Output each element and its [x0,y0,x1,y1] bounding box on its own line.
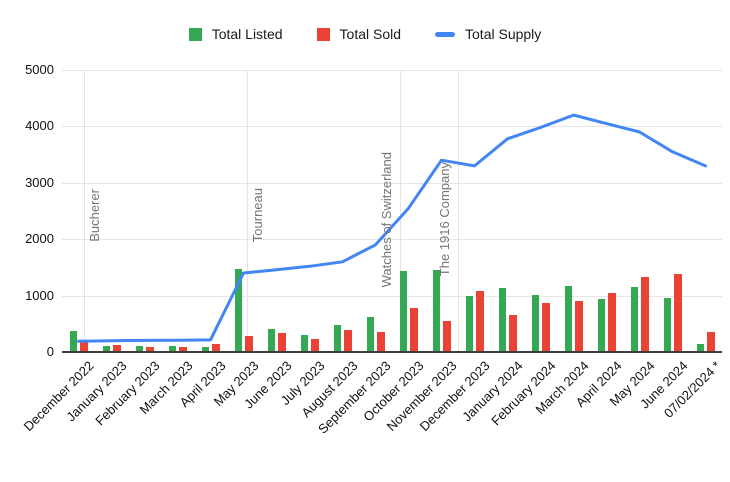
gridline [62,70,722,71]
gridline [62,182,722,184]
legend-swatch-total-listed [188,27,202,41]
annotation-line [246,70,248,352]
bar-total-listed [465,296,473,352]
bar-total-listed [663,297,671,352]
annotation-label: Tourneau [249,187,265,243]
gridline [62,239,722,241]
bar-total-sold [575,301,583,352]
bar-total-listed [399,271,407,352]
bar-total-listed [498,288,506,352]
bar-total-sold [113,345,121,352]
bar-total-sold [476,291,484,352]
bar-total-sold [443,320,451,352]
bar-total-sold [212,343,220,352]
gridline [62,126,722,128]
annotation-line [458,70,459,352]
legend-label-total-supply: Total Supply [465,26,542,42]
bar-total-listed [696,344,704,352]
chart-legend: Total Listed Total Sold Total Supply [0,26,730,42]
y-tick-label: 2000 [25,231,54,247]
bar-total-sold [377,332,385,352]
bar-total-listed [234,269,242,352]
y-tick-label: 3000 [25,174,54,190]
bar-total-listed [102,346,110,352]
bar-total-sold [179,347,187,352]
bar-total-listed [69,331,77,352]
bar-total-sold [410,308,418,352]
bar-total-sold [608,292,616,352]
annotation-label: The 1916 Company [437,161,452,276]
bar-total-sold [245,336,253,352]
y-tick-label: 1000 [25,287,54,303]
bar-total-listed [333,324,341,352]
bar-total-listed [564,286,572,352]
bar-total-sold [542,302,550,352]
bar-total-sold [674,273,682,352]
y-tick-label: 0 [46,344,54,359]
bar-total-sold [344,330,352,352]
bar-total-sold [278,333,286,352]
legend-label-total-sold: Total Sold [339,26,402,42]
bar-total-listed [300,335,308,352]
bar-total-listed [201,346,209,352]
bar-total-listed [135,345,143,352]
bar-total-sold [80,342,88,352]
annotation-label: Watches of Switzerland [378,151,394,288]
bar-total-sold [641,276,649,352]
x-axis-line [62,351,722,353]
annotation-line [399,70,401,352]
y-tick-label: 5000 [25,62,54,77]
bar-total-sold [509,314,517,352]
bar-total-sold [311,339,319,352]
bar-total-listed [168,346,176,352]
annotation-line [83,70,85,352]
bar-total-sold [146,346,154,352]
bar-total-listed [630,286,638,352]
legend-swatch-total-supply-line [435,31,456,37]
bar-total-listed [267,328,275,352]
legend-item-total-sold: Total Sold [316,26,402,42]
legend-label-total-listed: Total Listed [211,26,283,42]
legend-item-total-supply: Total Supply [435,26,541,42]
annotation-label: Bucherer [86,189,102,243]
bar-total-sold [707,332,715,352]
legend-item-total-listed: Total Listed [188,26,283,42]
bar-total-listed [366,317,374,352]
legend-swatch-total-sold [316,27,330,41]
total-supply-line [77,113,707,343]
bar-total-listed [531,295,539,352]
y-tick-label: 4000 [25,118,54,134]
bar-total-listed [597,298,605,352]
gridline [62,295,722,297]
bar-total-listed [432,270,440,352]
